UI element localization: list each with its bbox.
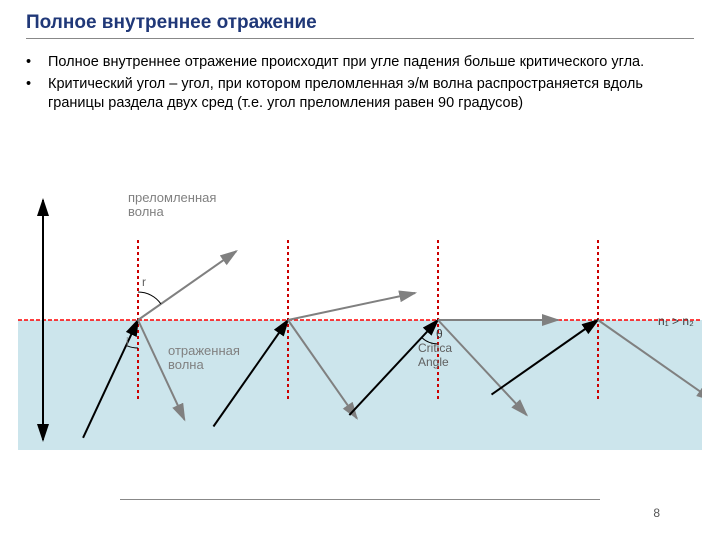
bullet-text: Полное внутреннее отражение происходит п…: [48, 53, 702, 73]
svg-text:n₁ > n₂: n₁ > n₂: [658, 314, 694, 328]
bullet-marker: •: [18, 75, 48, 114]
svg-text:волна: волна: [128, 204, 164, 219]
bullet-item: • Критический угол – угол, при котором п…: [18, 75, 702, 114]
tir-diagram: преломленнаяволнаотраженнаяволнаriθCriti…: [18, 190, 702, 450]
svg-text:θ: θ: [436, 327, 443, 341]
diagram-container: преломленнаяволнаотраженнаяволнаriθCriti…: [18, 190, 702, 450]
svg-text:волна: волна: [168, 357, 204, 372]
svg-text:Critica: Critica: [418, 341, 452, 355]
svg-text:отраженная: отраженная: [168, 343, 240, 358]
svg-text:Angle: Angle: [418, 355, 449, 369]
bullet-marker: •: [18, 53, 48, 73]
bullet-list: • Полное внутреннее отражение происходит…: [18, 53, 702, 114]
svg-text:преломленная: преломленная: [128, 190, 216, 205]
slide-title: Полное внутреннее отражение: [26, 12, 694, 39]
bullet-text: Критический угол – угол, при котором пре…: [48, 75, 702, 114]
page-number: 8: [653, 506, 660, 520]
bullet-item: • Полное внутреннее отражение происходит…: [18, 53, 702, 73]
svg-text:i: i: [126, 335, 129, 349]
svg-text:r: r: [142, 275, 146, 289]
footer-divider: [120, 499, 600, 500]
